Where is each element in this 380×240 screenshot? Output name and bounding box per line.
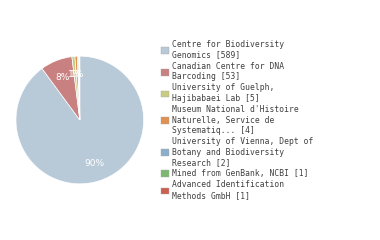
Text: 1%: 1% xyxy=(70,70,84,79)
Text: 1%: 1% xyxy=(68,70,82,79)
Text: 90%: 90% xyxy=(84,159,104,168)
Wedge shape xyxy=(16,56,144,184)
Wedge shape xyxy=(79,56,80,120)
Wedge shape xyxy=(75,56,80,120)
Legend: Centre for Biodiversity
Genomics [589], Canadian Centre for DNA
Barcoding [53], : Centre for Biodiversity Genomics [589], … xyxy=(160,39,315,201)
Wedge shape xyxy=(79,56,80,120)
Wedge shape xyxy=(42,57,80,120)
Text: 8%: 8% xyxy=(55,73,70,82)
Wedge shape xyxy=(72,56,80,120)
Wedge shape xyxy=(78,56,80,120)
